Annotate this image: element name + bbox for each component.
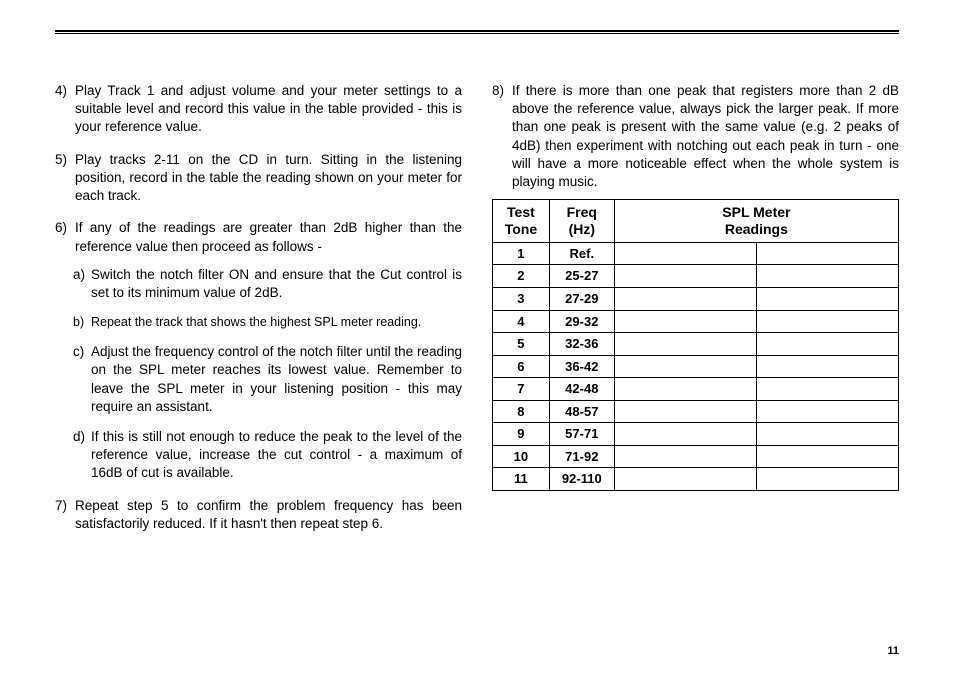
cell-reading-1 — [614, 333, 756, 356]
cell-freq: 27-29 — [549, 288, 614, 311]
cell-tone: 4 — [493, 310, 550, 333]
cell-reading-2 — [756, 310, 898, 333]
cell-reading-1 — [614, 445, 756, 468]
cell-freq: 71-92 — [549, 445, 614, 468]
cell-reading-2 — [756, 288, 898, 311]
subitem-letter: a) — [73, 266, 91, 302]
header-rule-thick — [55, 30, 899, 32]
item-text: Play Track 1 and adjust volume and your … — [75, 82, 462, 137]
list-item-8: 8) If there is more than one peak that r… — [492, 82, 899, 191]
spl-readings-table: TestTone Freq(Hz) SPL MeterReadings 1Ref… — [492, 199, 899, 491]
cell-tone: 10 — [493, 445, 550, 468]
cell-tone: 6 — [493, 355, 550, 378]
subitem-text: Switch the notch filter ON and ensure th… — [91, 266, 462, 302]
sub-item-6a: a) Switch the notch filter ON and ensure… — [73, 266, 462, 302]
cell-freq: 32-36 — [549, 333, 614, 356]
item-number: 5) — [55, 151, 75, 206]
table-row: 742-48 — [493, 378, 899, 401]
cell-reading-2 — [756, 333, 898, 356]
list-item-4: 4) Play Track 1 and adjust volume and yo… — [55, 82, 462, 137]
cell-tone: 9 — [493, 423, 550, 446]
cell-reading-2 — [756, 265, 898, 288]
cell-tone: 3 — [493, 288, 550, 311]
cell-reading-2 — [756, 400, 898, 423]
cell-reading-2 — [756, 355, 898, 378]
sub-item-6d: d) If this is still not enough to reduce… — [73, 428, 462, 483]
table-row: 1192-110 — [493, 468, 899, 491]
subitem-letter: b) — [73, 314, 91, 331]
subitem-text: If this is still not enough to reduce th… — [91, 428, 462, 483]
cell-reading-2 — [756, 242, 898, 265]
subitem-text: Repeat the track that shows the highest … — [91, 314, 462, 331]
cell-freq: 48-57 — [549, 400, 614, 423]
cell-freq: 29-32 — [549, 310, 614, 333]
cell-tone: 8 — [493, 400, 550, 423]
table-row: 1071-92 — [493, 445, 899, 468]
cell-freq: 57-71 — [549, 423, 614, 446]
item-text: If there is more than one peak that regi… — [512, 82, 899, 191]
list-item-5: 5) Play tracks 2-11 on the CD in turn. S… — [55, 151, 462, 206]
cell-reading-2 — [756, 423, 898, 446]
sub-item-6b: b) Repeat the track that shows the highe… — [73, 314, 462, 331]
cell-reading-1 — [614, 288, 756, 311]
header-spl-readings: SPL MeterReadings — [614, 200, 898, 243]
cell-freq: 42-48 — [549, 378, 614, 401]
sub-item-6c: c) Adjust the frequency control of the n… — [73, 343, 462, 416]
cell-freq: 25-27 — [549, 265, 614, 288]
subitem-text: Adjust the frequency control of the notc… — [91, 343, 462, 416]
cell-reading-1 — [614, 310, 756, 333]
table-row: 957-71 — [493, 423, 899, 446]
cell-reading-2 — [756, 445, 898, 468]
cell-freq: Ref. — [549, 242, 614, 265]
item-number: 8) — [492, 82, 512, 191]
table-row: 636-42 — [493, 355, 899, 378]
table-header-row: TestTone Freq(Hz) SPL MeterReadings — [493, 200, 899, 243]
cell-tone: 11 — [493, 468, 550, 491]
left-column: 4) Play Track 1 and adjust volume and yo… — [55, 82, 462, 547]
cell-reading-1 — [614, 242, 756, 265]
page-number: 11 — [887, 645, 899, 657]
cell-freq: 92-110 — [549, 468, 614, 491]
item-text: Play tracks 2-11 on the CD in turn. Sitt… — [75, 151, 462, 206]
table-row: 1Ref. — [493, 242, 899, 265]
cell-reading-1 — [614, 378, 756, 401]
cell-reading-1 — [614, 265, 756, 288]
table-row: 532-36 — [493, 333, 899, 356]
item-number: 7) — [55, 497, 75, 533]
cell-tone: 7 — [493, 378, 550, 401]
cell-reading-2 — [756, 468, 898, 491]
table-row: 225-27 — [493, 265, 899, 288]
list-item-6: 6) If any of the readings are greater th… — [55, 219, 462, 255]
content-columns: 4) Play Track 1 and adjust volume and yo… — [55, 82, 899, 547]
cell-reading-1 — [614, 355, 756, 378]
cell-reading-1 — [614, 423, 756, 446]
cell-reading-1 — [614, 468, 756, 491]
item-text: If any of the readings are greater than … — [75, 219, 462, 255]
item-text: Repeat step 5 to confirm the problem fre… — [75, 497, 462, 533]
item-number: 6) — [55, 219, 75, 255]
header-test-tone: TestTone — [493, 200, 550, 243]
item-number: 4) — [55, 82, 75, 137]
cell-tone: 1 — [493, 242, 550, 265]
header-rule-thin — [55, 33, 899, 34]
cell-reading-1 — [614, 400, 756, 423]
cell-tone: 5 — [493, 333, 550, 356]
cell-reading-2 — [756, 378, 898, 401]
table-row: 429-32 — [493, 310, 899, 333]
cell-freq: 36-42 — [549, 355, 614, 378]
list-item-7: 7) Repeat step 5 to confirm the problem … — [55, 497, 462, 533]
header-freq: Freq(Hz) — [549, 200, 614, 243]
table-row: 848-57 — [493, 400, 899, 423]
subitem-letter: c) — [73, 343, 91, 416]
table-row: 327-29 — [493, 288, 899, 311]
cell-tone: 2 — [493, 265, 550, 288]
subitem-letter: d) — [73, 428, 91, 483]
right-column: 8) If there is more than one peak that r… — [492, 82, 899, 547]
